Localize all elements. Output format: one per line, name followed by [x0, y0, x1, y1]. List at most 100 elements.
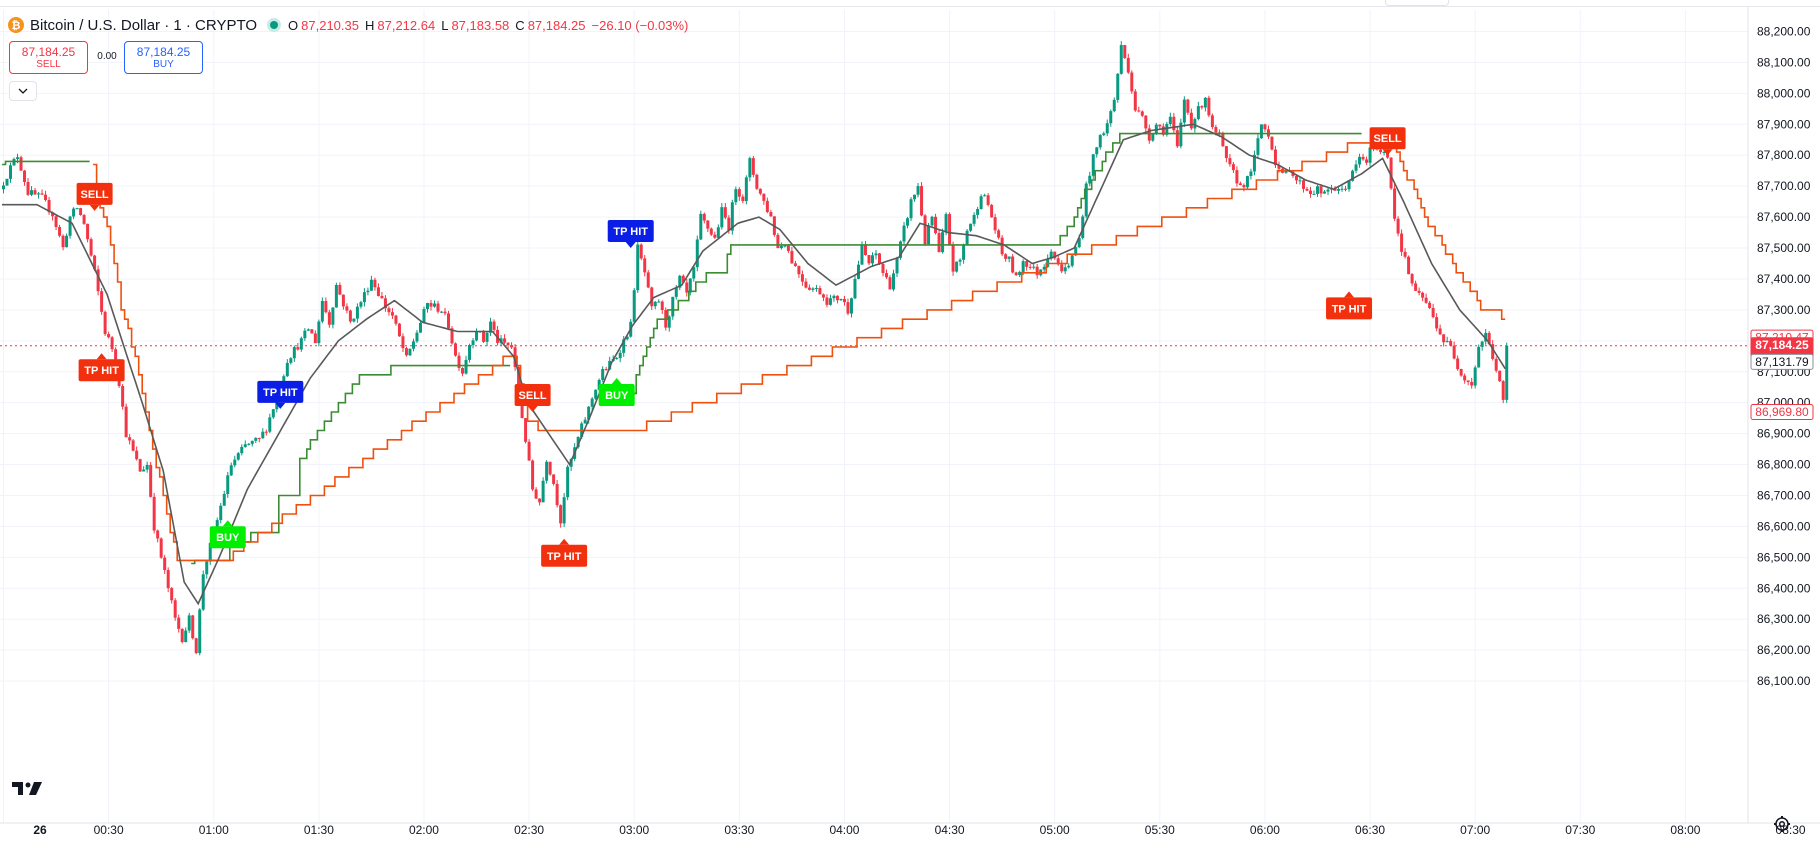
candle — [257, 437, 261, 443]
candle — [1435, 313, 1439, 332]
candle — [103, 310, 107, 336]
candle — [1494, 356, 1498, 373]
collapse-legend-button[interactable] — [9, 81, 37, 101]
candle — [1396, 216, 1400, 237]
candle — [1389, 157, 1393, 190]
candle — [198, 608, 202, 656]
sell-button[interactable]: 87,184.25 SELL — [9, 41, 88, 74]
candle — [842, 295, 846, 306]
candle — [180, 628, 184, 644]
top-handle[interactable] — [1385, 0, 1449, 6]
candle — [359, 300, 363, 309]
price-badge-label: 87,131.79 — [1755, 355, 1809, 369]
candle — [1431, 303, 1435, 319]
candle — [955, 261, 959, 273]
candle — [173, 598, 177, 621]
candle — [285, 359, 289, 378]
candle — [366, 287, 370, 296]
candle — [461, 367, 465, 377]
candle — [468, 343, 472, 363]
candle — [1011, 253, 1015, 274]
candle — [646, 269, 650, 289]
candle — [856, 260, 860, 280]
candle — [177, 614, 181, 633]
x-tick-label: 03:00 — [619, 823, 649, 837]
high-value: 87,212.64 — [377, 17, 436, 33]
indicators-layer — [2, 123, 1506, 606]
x-tick-label: 05:00 — [1040, 823, 1070, 837]
candle — [383, 295, 387, 312]
candle — [1102, 131, 1106, 137]
candle — [1063, 263, 1067, 275]
candle — [9, 162, 13, 183]
settings-gear-icon[interactable] — [1773, 815, 1791, 833]
low-value: 87,183.58 — [451, 17, 510, 33]
candle — [849, 297, 853, 318]
candle — [524, 417, 528, 444]
candle — [744, 175, 748, 205]
candle — [1189, 108, 1193, 131]
candle — [615, 356, 619, 360]
candle — [583, 417, 587, 424]
candle — [916, 183, 920, 198]
signal-text: SELL — [1374, 133, 1402, 145]
candle — [313, 330, 317, 344]
candle — [1410, 272, 1414, 287]
candle — [1140, 110, 1144, 118]
y-tick-label: 86,600.00 — [1757, 519, 1811, 533]
candle — [713, 231, 717, 239]
signal-buy-label: BUY — [209, 520, 246, 549]
candle — [562, 493, 566, 528]
candle — [247, 442, 251, 446]
candle — [660, 300, 664, 314]
candle — [874, 249, 878, 260]
candle — [1270, 136, 1274, 151]
buy-button[interactable]: 87,184.25 BUY — [124, 41, 203, 74]
candle — [951, 241, 955, 276]
candle — [734, 186, 738, 206]
x-tick-label: 02:00 — [409, 823, 439, 837]
candle — [324, 297, 328, 314]
symbol-title[interactable]: Bitcoin / U.S. Dollar · 1 · CRYPTO — [30, 16, 258, 34]
y-tick-label: 88,100.00 — [1757, 55, 1811, 69]
candle — [1231, 161, 1235, 173]
candle — [1301, 178, 1305, 193]
candle — [1060, 260, 1064, 274]
candle — [1242, 183, 1246, 192]
candle — [986, 193, 990, 207]
candle — [1144, 115, 1148, 133]
candle — [1091, 154, 1095, 180]
candle — [881, 262, 885, 277]
candle — [958, 258, 962, 266]
candle — [1130, 70, 1134, 94]
time-axis: 26 00:30 01:00 01:30 02:00 02:30 03:00 03:30 04:… — [0, 822, 1820, 844]
candle — [61, 234, 65, 251]
candle — [1112, 97, 1116, 113]
candle — [779, 242, 783, 250]
candle — [899, 240, 903, 260]
signal-tp-hit-label: TP HIT — [541, 538, 588, 567]
x-tick-label: 04:00 — [829, 823, 859, 837]
candle — [1133, 89, 1137, 112]
bitcoin-icon: ₿ — [8, 17, 24, 33]
sell-label: SELL — [36, 58, 61, 70]
candle — [194, 637, 198, 655]
candle — [489, 317, 493, 336]
candle — [454, 342, 458, 357]
y-tick-label: 86,200.00 — [1757, 643, 1811, 657]
candle — [296, 342, 300, 351]
candle — [1035, 263, 1039, 279]
tradingview-logo-icon[interactable] — [12, 780, 46, 796]
candle — [418, 321, 422, 333]
candle — [976, 206, 980, 219]
signal-text: SELL — [81, 189, 109, 201]
candle — [317, 319, 321, 347]
candle — [1477, 344, 1481, 368]
candle — [254, 437, 258, 443]
candle — [401, 333, 405, 352]
candle — [156, 529, 160, 543]
candle — [243, 440, 247, 448]
candle — [5, 178, 9, 186]
candle — [765, 197, 769, 214]
